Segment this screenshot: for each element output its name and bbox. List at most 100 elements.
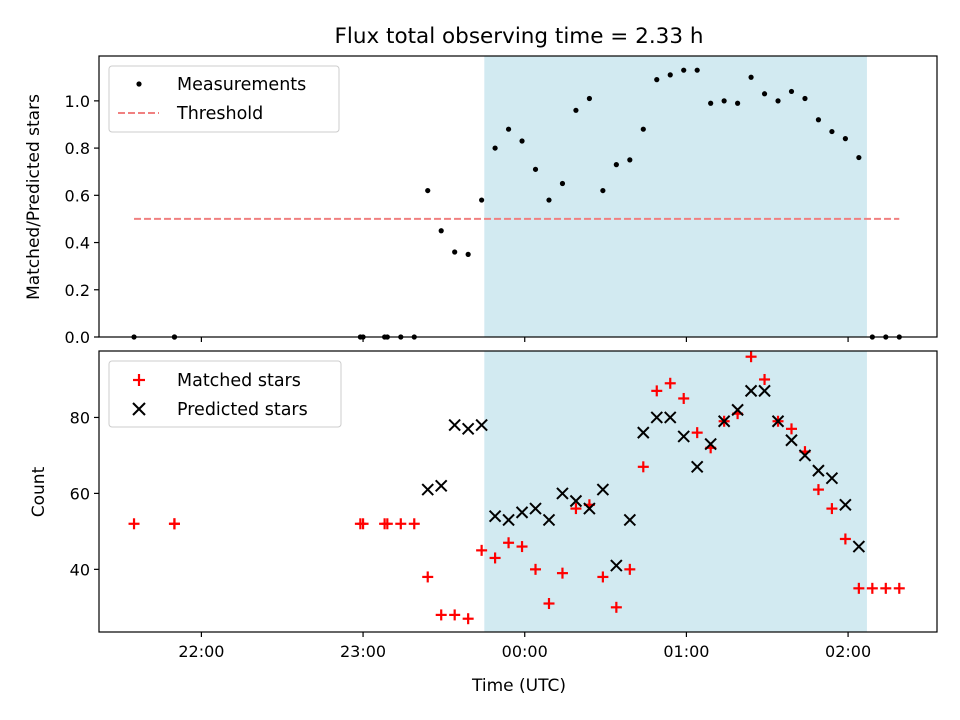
- predicted-star-stroke: [677, 430, 690, 443]
- bottom-panel: 40 60 80 22:00 23:00 00:00 01:00 02:00 Count T…: [29, 350, 938, 696]
- shaded-band: [484, 351, 867, 632]
- matched-star-point: [503, 537, 515, 549]
- x-tick-label: 22:00: [178, 642, 224, 661]
- measurement-point: [479, 197, 485, 203]
- predicted-star-point: [798, 449, 812, 462]
- top-panel: 0.0 0.2 0.4 0.6 0.8 1.0 Matched/Predicted sta…: [24, 55, 938, 347]
- predicted-star-stroke: [812, 464, 825, 477]
- predicted-star-stroke: [664, 411, 677, 424]
- x-tick-label: 01:00: [663, 642, 709, 661]
- top-observing-window: [484, 56, 867, 337]
- predicted-star-stroke: [825, 472, 839, 485]
- predicted-star-stroke: [515, 506, 529, 519]
- y-tick-label: 40: [70, 560, 90, 579]
- matched-star-point: [866, 582, 878, 594]
- legend-predicted-label: Predicted stars: [177, 400, 308, 420]
- predicted-star-point: [704, 437, 717, 451]
- predicted-star-stroke: [785, 434, 798, 447]
- predicted-star-stroke: [637, 426, 650, 439]
- measurement-point: [613, 162, 619, 168]
- matched-star-point: [880, 582, 892, 594]
- measurement-point: [452, 249, 458, 255]
- top-y-ticks: 0.0 0.2 0.4 0.6 0.8 1.0: [65, 92, 99, 347]
- predicted-star-stroke: [690, 460, 704, 474]
- x-tick-label: 02:00: [825, 642, 871, 661]
- matched-star-point: [435, 609, 447, 621]
- y-tick-label: 60: [70, 484, 90, 503]
- y-tick-label: 80: [70, 408, 90, 427]
- measurement-point: [694, 67, 700, 73]
- predicted-star-point: [785, 434, 798, 447]
- predicted-star-stroke: [744, 384, 758, 398]
- shaded-band: [484, 56, 867, 337]
- predicted-star-point: [677, 430, 690, 443]
- top-y-axis-label: Matched/Predicted stars: [24, 94, 44, 300]
- measurement-point: [721, 98, 727, 104]
- matched-star-point: [462, 613, 474, 625]
- bottom-legend: Matched stars Predicted stars: [108, 360, 342, 428]
- legend-measurements-label: Measurements: [177, 75, 306, 95]
- predicted-star-point: [852, 540, 866, 553]
- top-legend: Measurements Threshold: [108, 65, 340, 133]
- predicted-star-stroke: [610, 559, 623, 572]
- predicted-star-stroke: [731, 403, 744, 417]
- predicted-star-stroke: [771, 415, 785, 428]
- y-tick-label: 0.2: [65, 281, 90, 300]
- predicted-star-point: [717, 415, 731, 428]
- measurement-point: [735, 100, 741, 106]
- legend-measurements-marker: [136, 81, 142, 87]
- predicted-star-point: [542, 513, 556, 527]
- predicted-star-point: [839, 498, 852, 511]
- matched-star-point: [624, 563, 636, 575]
- predicted-star-point: [610, 559, 623, 572]
- matched-star-point: [556, 567, 568, 579]
- predicted-star-stroke: [529, 502, 542, 515]
- matched-star-point: [543, 598, 555, 610]
- measurement-point: [505, 126, 512, 132]
- predicted-star-point: [650, 411, 663, 424]
- x-axis-label: Time (UTC): [471, 676, 566, 696]
- measurement-point: [586, 95, 593, 102]
- measurement-point: [802, 95, 808, 102]
- matched-star-point: [610, 601, 622, 613]
- measurement-point: [654, 77, 660, 83]
- predicted-star-stroke: [596, 483, 610, 496]
- predicted-star-point: [529, 502, 542, 515]
- measurement-point: [559, 180, 566, 187]
- matched-star-point: [651, 385, 663, 397]
- matched-star-point: [853, 582, 865, 594]
- legend-predicted-marker: [132, 402, 146, 416]
- measurement-point: [788, 88, 795, 95]
- y-tick-label: 1.0: [65, 92, 90, 111]
- predicted-star-stroke: [583, 502, 596, 515]
- measurement-point: [842, 136, 848, 142]
- measurement-point: [856, 154, 862, 161]
- matched-star-point: [759, 373, 771, 385]
- matched-star-point: [357, 518, 369, 530]
- matched-star-point: [395, 518, 407, 530]
- measurement-point: [829, 128, 835, 135]
- predicted-star-stroke: [852, 540, 866, 553]
- x-tick-label: 00:00: [502, 642, 548, 661]
- matched-star-point: [476, 544, 488, 556]
- predicted-star-stroke: [421, 483, 434, 496]
- predicted-star-stroke: [798, 449, 812, 462]
- measurement-point: [438, 228, 444, 234]
- measurement-point: [425, 187, 431, 194]
- measurement-point: [465, 251, 471, 257]
- predicted-star-point: [488, 509, 502, 523]
- predicted-star-points: [421, 384, 866, 572]
- predicted-star-stroke: [650, 411, 663, 424]
- y-tick-label: 0.6: [65, 186, 90, 205]
- predicted-star-stroke: [839, 498, 852, 511]
- bottom-observing-window: [484, 351, 867, 632]
- chart-title: Flux total observing time = 2.33 h: [335, 24, 704, 49]
- predicted-star-point: [637, 426, 650, 439]
- predicted-star-point: [825, 472, 839, 485]
- predicted-star-point: [812, 464, 825, 477]
- predicted-star-point: [758, 384, 771, 398]
- matched-star-point: [893, 582, 905, 594]
- matched-star-point: [691, 427, 703, 439]
- measurement-point: [519, 138, 525, 144]
